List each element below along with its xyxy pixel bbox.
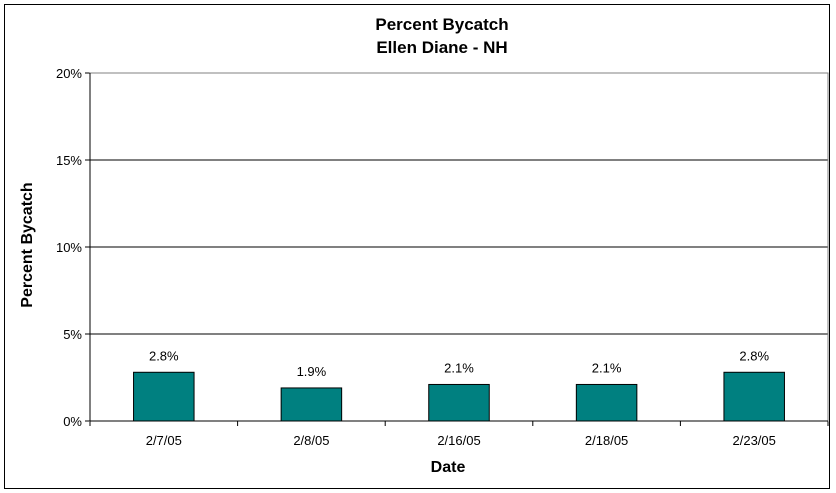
data-labels: 2.8% 1.9% 2.1% 2.1% 2.8% [149, 348, 769, 379]
bar [575, 383, 638, 422]
y-tick-label: 0% [63, 414, 82, 429]
data-label: 2.1% [444, 360, 474, 375]
data-label: 2.8% [149, 348, 179, 363]
data-label: 2.8% [739, 348, 769, 363]
bar [280, 387, 343, 422]
data-label: 2.1% [592, 360, 622, 375]
x-tick-label: 2/18/05 [585, 433, 628, 448]
x-axis-title: Date [431, 459, 466, 476]
y-tick-label: 5% [63, 327, 82, 342]
y-tick-label: 15% [56, 153, 82, 168]
bar [723, 371, 785, 422]
chart-subtitle: Ellen Diane - NH [376, 38, 507, 57]
tick-labels: 0% 5% 10% 15% 20% 2/7/05 2/8/05 2/16/05 2/18/05 2… [56, 66, 776, 448]
bar [428, 383, 490, 422]
x-tick-label: 2/16/05 [437, 433, 480, 448]
bar [133, 371, 195, 422]
chart-title: Percent Bycatch [375, 15, 508, 34]
y-tick-label: 20% [56, 66, 82, 81]
x-tick-label: 2/23/05 [733, 433, 776, 448]
bars [133, 371, 785, 422]
y-tick-label: 10% [56, 240, 82, 255]
x-tick-label: 2/7/05 [146, 433, 182, 448]
data-label: 1.9% [297, 364, 327, 379]
y-axis-title: Percent Bycatch [19, 182, 36, 307]
x-tick-label: 2/8/05 [293, 433, 329, 448]
